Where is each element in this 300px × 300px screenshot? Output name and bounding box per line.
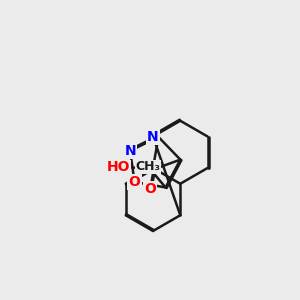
Text: N: N — [124, 144, 136, 158]
Text: O: O — [144, 182, 156, 197]
Text: CH₃: CH₃ — [136, 160, 161, 173]
Text: HO: HO — [107, 160, 130, 174]
Text: N: N — [147, 130, 159, 143]
Text: O: O — [129, 175, 140, 189]
